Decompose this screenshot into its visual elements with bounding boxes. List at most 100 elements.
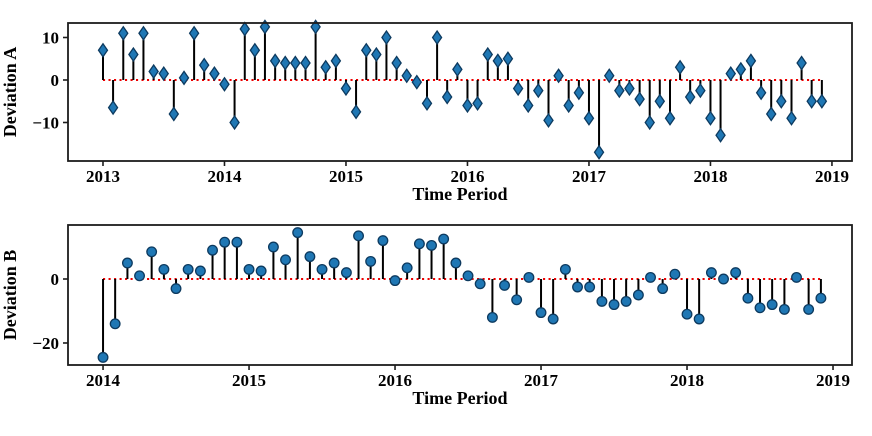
marker-circle [280, 254, 291, 266]
marker-diamond [573, 85, 585, 101]
marker-diamond [340, 80, 352, 97]
y-tick-label: 0 [51, 71, 60, 90]
marker-diamond [755, 85, 767, 101]
chart-deviation-a: 2013 2014 2015 2016 2017 2018 2019 10 0 −10 Time P… [0, 19, 853, 204]
marker-circle [377, 235, 389, 247]
y-tick-label: −10 [32, 113, 59, 132]
marker-diamond [381, 29, 392, 46]
marker-circle [97, 351, 109, 363]
marker-circle [803, 303, 815, 315]
marker-circle [438, 233, 450, 245]
marker-circle [328, 257, 340, 269]
marker-circle [681, 308, 693, 320]
x-tick-label: 2015 [329, 167, 363, 186]
marker-diamond [128, 46, 139, 63]
marker-circle [596, 295, 608, 307]
marker-circle [304, 251, 316, 263]
marker-circle [645, 271, 656, 283]
marker-diamond [290, 55, 301, 71]
marker-circle [693, 313, 705, 325]
marker-circle [194, 265, 206, 277]
marker-diamond [796, 55, 807, 71]
marker-diamond [219, 76, 230, 92]
marker-diamond [178, 70, 190, 86]
marker-circle [730, 267, 742, 279]
marker-circle [815, 292, 827, 304]
x-tick-label: 2018 [693, 167, 727, 186]
marker-diamond [735, 61, 747, 78]
marker-circle [426, 239, 437, 251]
plot-border [67, 22, 853, 162]
marker-circle [523, 271, 535, 283]
marker-diamond [553, 68, 564, 84]
marker-circle [620, 295, 632, 307]
marker-diamond [371, 46, 382, 63]
marker-diamond [543, 112, 554, 129]
marker-circle [121, 257, 133, 269]
marker-circle [572, 281, 583, 293]
marker-diamond [664, 110, 676, 126]
marker-diamond [198, 57, 210, 73]
y-tick-label: 0 [51, 270, 60, 289]
x-tick-label: 2017 [524, 371, 559, 390]
marker-circle [413, 238, 425, 250]
marker-diamond [279, 55, 291, 71]
marker-circle [486, 311, 498, 323]
marker-diamond [441, 89, 453, 105]
x-tick-label: 2013 [86, 167, 120, 186]
x-tick-label: 2018 [670, 371, 704, 390]
x-axis-label: Time Period [412, 184, 507, 204]
marker-diamond [117, 25, 129, 41]
marker-circle [170, 283, 182, 295]
marker-diamond [209, 65, 220, 82]
marker-diamond [229, 114, 240, 131]
marker-circle [742, 292, 754, 304]
marker-circle [632, 289, 644, 301]
marker-diamond [482, 46, 494, 63]
marker-circle [778, 303, 790, 315]
marker-circle [718, 273, 729, 285]
marker-circle [146, 246, 158, 258]
marker-diamond [583, 110, 595, 126]
marker-diamond [725, 65, 737, 82]
x-tick-label: 2014 [207, 167, 242, 186]
marker-circle [669, 268, 681, 280]
marker-diamond [674, 59, 686, 75]
marker-diamond [806, 93, 817, 109]
x-tick-label: 2015 [232, 371, 266, 390]
marker-circle [158, 263, 170, 275]
x-tick-label: 2016 [378, 371, 412, 390]
marker-diamond [158, 65, 170, 82]
marker-circle [657, 283, 669, 295]
marker-circle [754, 302, 766, 314]
marker-diamond [138, 25, 149, 41]
marker-diamond [168, 106, 180, 122]
marker-circle [608, 299, 620, 311]
marker-diamond [593, 144, 605, 160]
marker-circle [450, 257, 462, 269]
marker-diamond [614, 82, 625, 99]
marker-circle [705, 267, 717, 279]
y-axis-label: Deviation B [0, 250, 20, 341]
marker-diamond [786, 110, 797, 126]
marker-circle [535, 307, 547, 319]
chart-deviation-b: 2014 2015 2016 2017 2018 2019 0 −20 Time Period D… [0, 224, 853, 408]
marker-diamond [188, 25, 200, 41]
marker-circle [547, 313, 559, 325]
x-tick-label: 2019 [816, 371, 850, 390]
marker-diamond [522, 97, 534, 114]
marker-diamond [715, 127, 726, 143]
marker-diamond [107, 99, 119, 116]
marker-circle [766, 299, 778, 311]
marker-diamond [502, 51, 514, 67]
x-tick-label: 2017 [572, 167, 607, 186]
marker-diamond [148, 63, 159, 80]
marker-diamond [350, 104, 362, 120]
marker-diamond [391, 55, 402, 71]
plot-border [67, 224, 853, 366]
marker-circle [462, 270, 474, 282]
marker-circle [791, 271, 802, 283]
marker-diamond [492, 53, 504, 69]
marker-circle [219, 236, 231, 248]
